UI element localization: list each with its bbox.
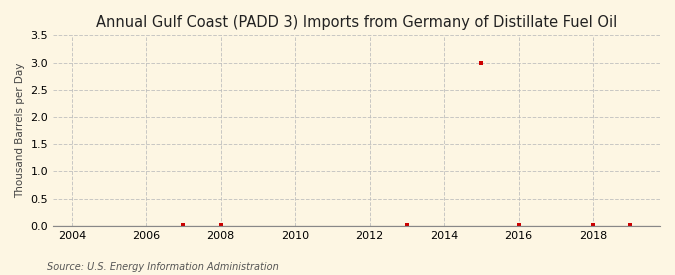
Text: Source: U.S. Energy Information Administration: Source: U.S. Energy Information Administ… <box>47 262 279 272</box>
Title: Annual Gulf Coast (PADD 3) Imports from Germany of Distillate Fuel Oil: Annual Gulf Coast (PADD 3) Imports from … <box>96 15 617 30</box>
Y-axis label: Thousand Barrels per Day: Thousand Barrels per Day <box>15 63 25 198</box>
